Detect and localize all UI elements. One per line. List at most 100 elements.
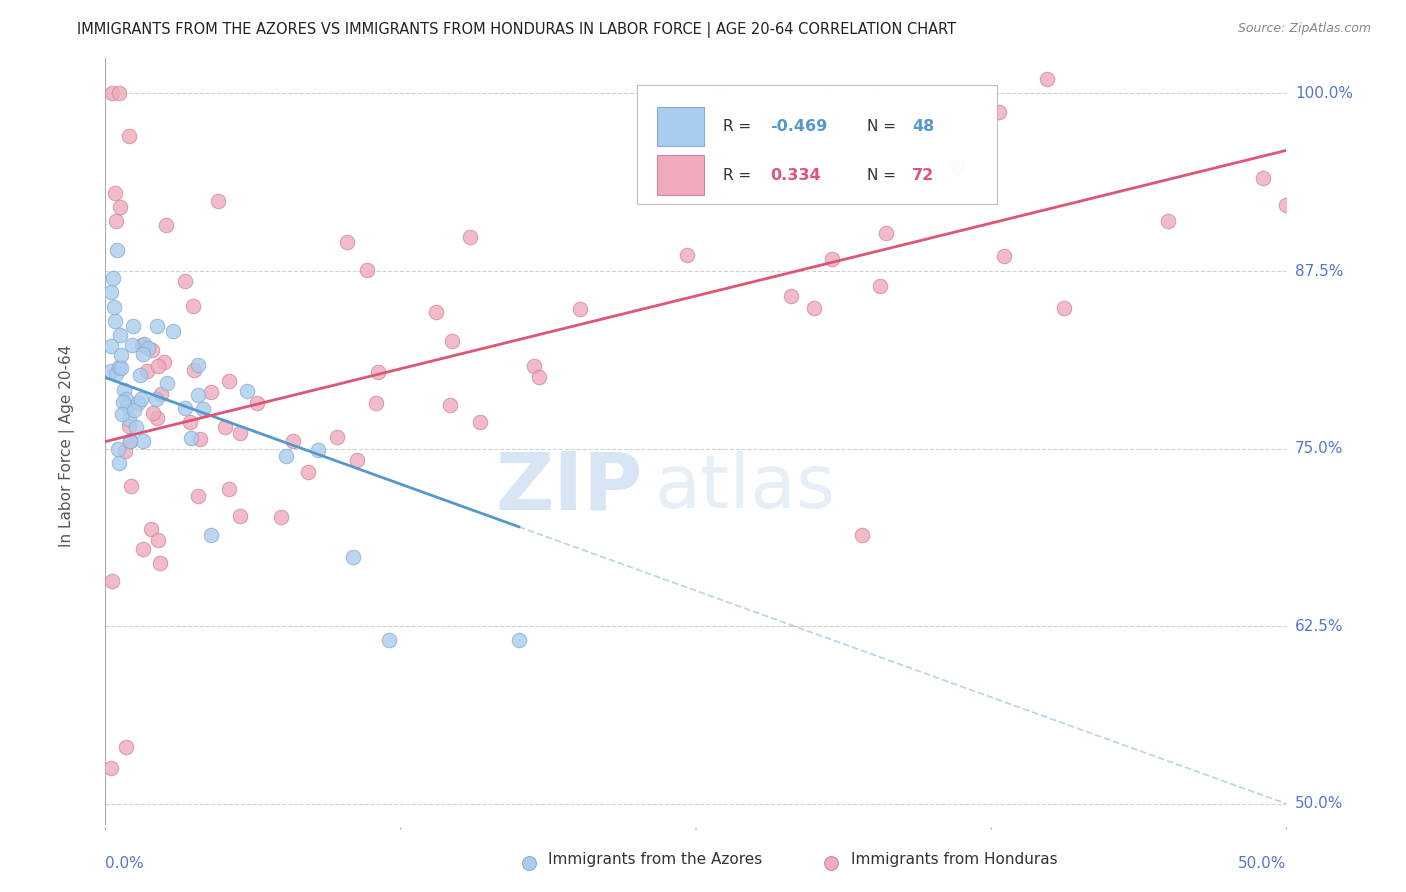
Text: N =: N = — [868, 168, 901, 183]
Point — [200, 528, 222, 542]
Point — [131, 338, 153, 352]
Point — [141, 343, 163, 357]
Point — [145, 392, 167, 406]
Point — [135, 364, 157, 378]
Point — [1036, 72, 1059, 87]
Point — [187, 387, 209, 401]
Point — [439, 398, 461, 412]
Point — [132, 337, 155, 351]
Point — [156, 376, 179, 391]
Bar — [657, 155, 704, 195]
Point — [851, 528, 873, 542]
Point — [104, 214, 127, 228]
Point — [820, 855, 842, 870]
Point — [568, 301, 591, 316]
Point — [946, 160, 969, 174]
Point — [120, 479, 142, 493]
Point — [118, 434, 141, 448]
Point — [1157, 214, 1180, 228]
Point — [149, 387, 172, 401]
Point — [425, 305, 447, 319]
Point — [821, 252, 844, 266]
Text: -0.469: -0.469 — [770, 119, 828, 134]
Point — [129, 392, 152, 406]
Point — [108, 456, 131, 470]
Point — [136, 342, 159, 356]
Text: 0.334: 0.334 — [770, 168, 821, 183]
Point — [307, 443, 329, 458]
Point — [200, 385, 222, 400]
Point — [179, 415, 201, 429]
Point — [105, 243, 128, 257]
Text: 100.0%: 100.0% — [1295, 86, 1353, 101]
Point — [105, 367, 128, 381]
Bar — [657, 106, 704, 146]
Point — [101, 574, 124, 588]
Point — [779, 289, 801, 303]
Text: R =: R = — [723, 119, 756, 134]
Point — [274, 450, 297, 464]
Point — [342, 550, 364, 565]
Text: atlas: atlas — [655, 451, 835, 524]
Text: 50.0%: 50.0% — [1295, 797, 1343, 812]
Point — [117, 129, 139, 144]
Point — [139, 522, 162, 536]
Point — [326, 430, 349, 444]
Text: ZIP: ZIP — [495, 449, 643, 526]
Text: N =: N = — [868, 119, 901, 134]
Point — [112, 383, 135, 397]
Point — [162, 324, 184, 338]
Point — [100, 364, 122, 378]
Point — [118, 411, 141, 425]
Point — [142, 406, 165, 420]
Point — [517, 855, 540, 870]
Point — [108, 327, 131, 342]
Text: 72: 72 — [912, 168, 935, 183]
Point — [193, 401, 215, 416]
Point — [346, 452, 368, 467]
Point — [803, 301, 825, 315]
Point — [987, 104, 1010, 119]
Point — [235, 384, 257, 399]
Text: Immigrants from Honduras: Immigrants from Honduras — [851, 852, 1057, 867]
Point — [183, 363, 205, 377]
Point — [132, 434, 155, 449]
Point — [1251, 170, 1274, 185]
Text: 75.0%: 75.0% — [1295, 442, 1343, 456]
Point — [107, 442, 129, 457]
Point — [112, 394, 135, 409]
Point — [529, 369, 551, 384]
Text: 87.5%: 87.5% — [1295, 263, 1343, 278]
Point — [100, 761, 122, 775]
Point — [183, 299, 205, 313]
Point — [214, 420, 236, 434]
Point — [121, 338, 143, 352]
Text: Source: ZipAtlas.com: Source: ZipAtlas.com — [1237, 22, 1371, 36]
Point — [125, 419, 148, 434]
Point — [146, 359, 169, 373]
Point — [114, 443, 136, 458]
Point — [207, 194, 229, 209]
Point — [120, 434, 142, 448]
Point — [356, 263, 378, 277]
Text: R =: R = — [723, 168, 761, 183]
Point — [1275, 198, 1298, 212]
Point — [146, 319, 169, 334]
Point — [111, 408, 134, 422]
Point — [110, 361, 132, 376]
Point — [104, 186, 127, 200]
Point — [145, 410, 167, 425]
Point — [297, 465, 319, 479]
Point — [366, 396, 388, 410]
Point — [108, 359, 131, 374]
Point — [1053, 301, 1076, 315]
Point — [441, 334, 464, 348]
Point — [174, 401, 197, 415]
Text: IMMIGRANTS FROM THE AZORES VS IMMIGRANTS FROM HONDURAS IN LABOR FORCE | AGE 20-6: IMMIGRANTS FROM THE AZORES VS IMMIGRANTS… — [77, 22, 956, 38]
Point — [114, 392, 136, 406]
Point — [115, 739, 138, 754]
Point — [153, 355, 176, 369]
Point — [100, 285, 122, 300]
Point — [468, 415, 491, 429]
Point — [270, 510, 292, 524]
